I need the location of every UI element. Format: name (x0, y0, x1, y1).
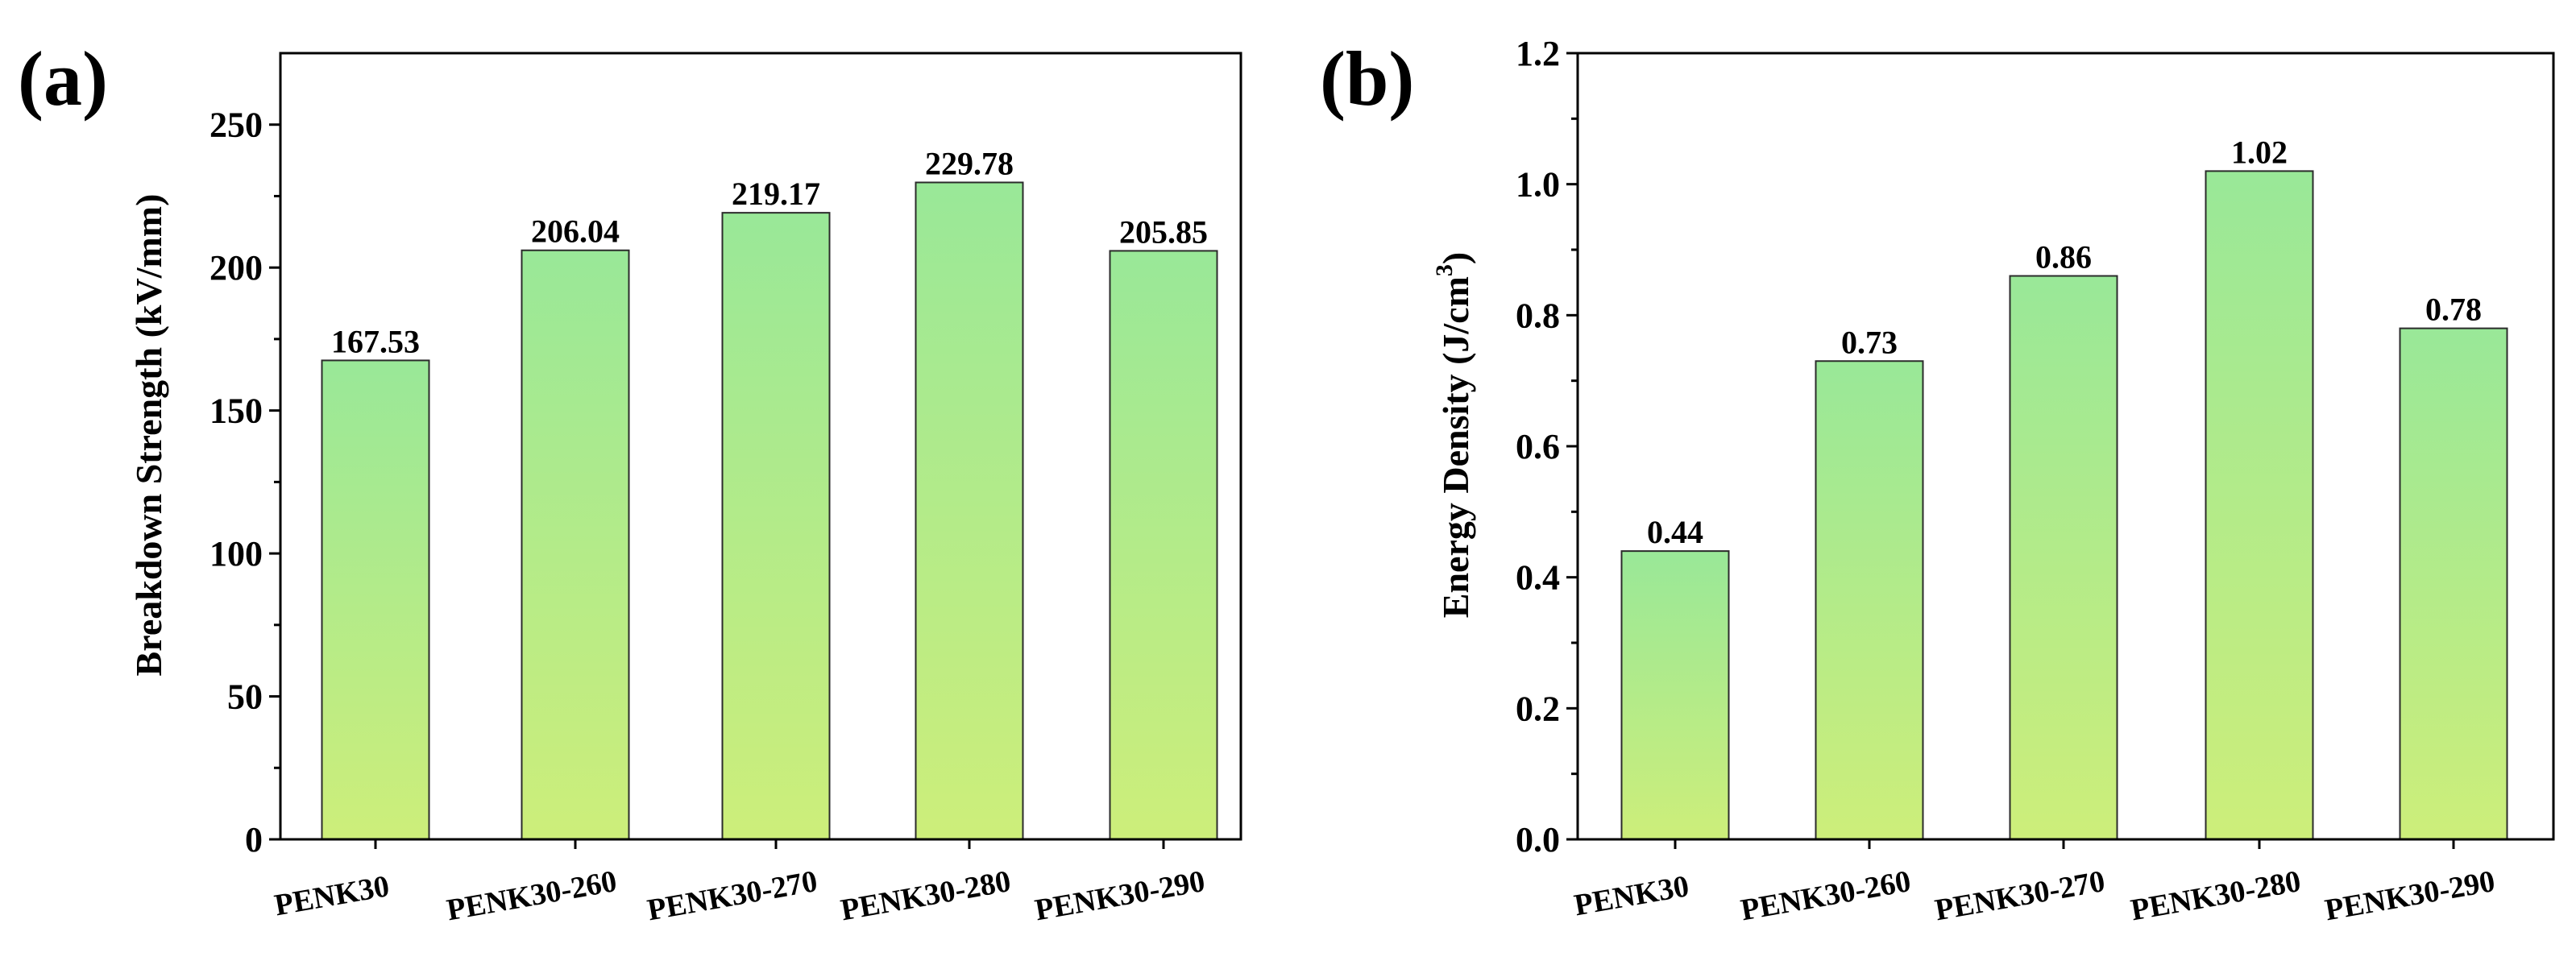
panel-b-data-label: 1.02 (2231, 134, 2288, 170)
panel-b-y-tick-label: 0.4 (1516, 558, 1560, 598)
panel-a-x-tick-label: PENK30-280 (838, 864, 1013, 927)
panel-a-letter: (a) (18, 35, 108, 122)
panel-b-y-axis-label: Energy Density (J/cm3) (1431, 252, 1476, 618)
panel-b-x-tick-label: PENK30-290 (2322, 864, 2497, 927)
panel-a-x-tick-label: PENK30 (272, 869, 392, 922)
panel-b-x-tick-label: PENK30 (1572, 869, 1692, 922)
panel-a-y-tick-label: 150 (209, 391, 263, 431)
panel-b-y-axis-label-suffix: ) (1435, 252, 1476, 264)
panel-b-y-tick-label: 0.2 (1516, 689, 1560, 728)
panel-a-bar-penk30-260 (521, 249, 630, 840)
panel-b-x-tick-label: PENK30-270 (1932, 864, 2107, 927)
panel-b-plot-area: 0.44 0.73 0.86 1.02 0.78 0.0 0.2 0.4 0.6 0.8 1.0 1.… (1516, 34, 2555, 927)
panel-a-data-label: 229.78 (925, 145, 1014, 181)
panel-b-y-axis-label-main: Energy Density (J/cm (1435, 276, 1476, 618)
panel-b-data-label: 0.44 (1647, 514, 1703, 550)
panel-b-bar-penk30 (1620, 550, 1730, 841)
panel-a-axes-frame (279, 52, 1242, 841)
panel-a-bar-penk30-280 (915, 181, 1024, 841)
panel-a-x-tick-label: PENK30-260 (444, 864, 619, 927)
panel-a-breakdown-strength-chart: (a) Breakdown Strength (kV/mm) 167.53 206… (18, 35, 1242, 927)
panel-a-y-tick-label: 250 (209, 106, 263, 145)
panel-a-bar-penk30 (321, 359, 430, 841)
panel-a-x-tick-label: PENK30-290 (1032, 864, 1207, 927)
panel-a-plot-area: 167.53 206.04 219.17 229.78 205.85 0 50 100 150 2… (209, 52, 1242, 927)
panel-a-bar-penk30-270 (721, 212, 831, 840)
panel-a-x-tick-label: PENK30-270 (645, 864, 819, 927)
panel-b-letter: (b) (1320, 35, 1414, 122)
panel-b-y-tick-label: 0.6 (1516, 427, 1560, 466)
panel-b-y-tick-label: 0.0 (1516, 820, 1560, 859)
panel-a-data-label: 219.17 (732, 176, 820, 212)
panel-a-data-label: 206.04 (531, 213, 620, 250)
panel-a-data-label: 205.85 (1119, 213, 1208, 250)
panel-b-y-tick-label: 1.2 (1516, 34, 1560, 73)
panel-b-bar-penk30-290 (2399, 327, 2508, 841)
panel-b-y-axis-label-superscript: 3 (1431, 264, 1458, 276)
panel-a-y-tick-label: 200 (209, 248, 263, 288)
panel-a-y-axis-label: Breakdown Strength (kV/mm) (128, 194, 169, 677)
panel-a-y-tick-label: 50 (227, 677, 263, 717)
panel-b-x-tick-label: PENK30-260 (1738, 864, 1913, 927)
panel-b-y-tick-label: 1.0 (1516, 165, 1560, 205)
panel-a-y-tick-label: 100 (209, 534, 263, 574)
panel-b-x-tick-label: PENK30-280 (2128, 864, 2303, 927)
panel-a-bar-penk30-290 (1109, 250, 1218, 841)
panel-b-bar-penk30-280 (2205, 170, 2314, 840)
panel-b-bar-penk30-260 (1815, 360, 1924, 840)
panel-b-data-label: 0.86 (2035, 239, 2092, 275)
panel-b-bar-penk30-270 (2009, 275, 2118, 840)
panel-b-y-tick-label: 0.8 (1516, 296, 1560, 335)
panel-a-y-tick-label: 0 (245, 820, 263, 859)
panel-b-data-label: 0.78 (2425, 292, 2482, 328)
panel-a-data-label: 167.53 (331, 323, 420, 359)
panel-b-data-label: 0.73 (1841, 324, 1898, 360)
panel-b-energy-density-chart: (b) Energy Density (J/cm3) 0.44 0.73 0.86 1… (1320, 34, 2555, 927)
